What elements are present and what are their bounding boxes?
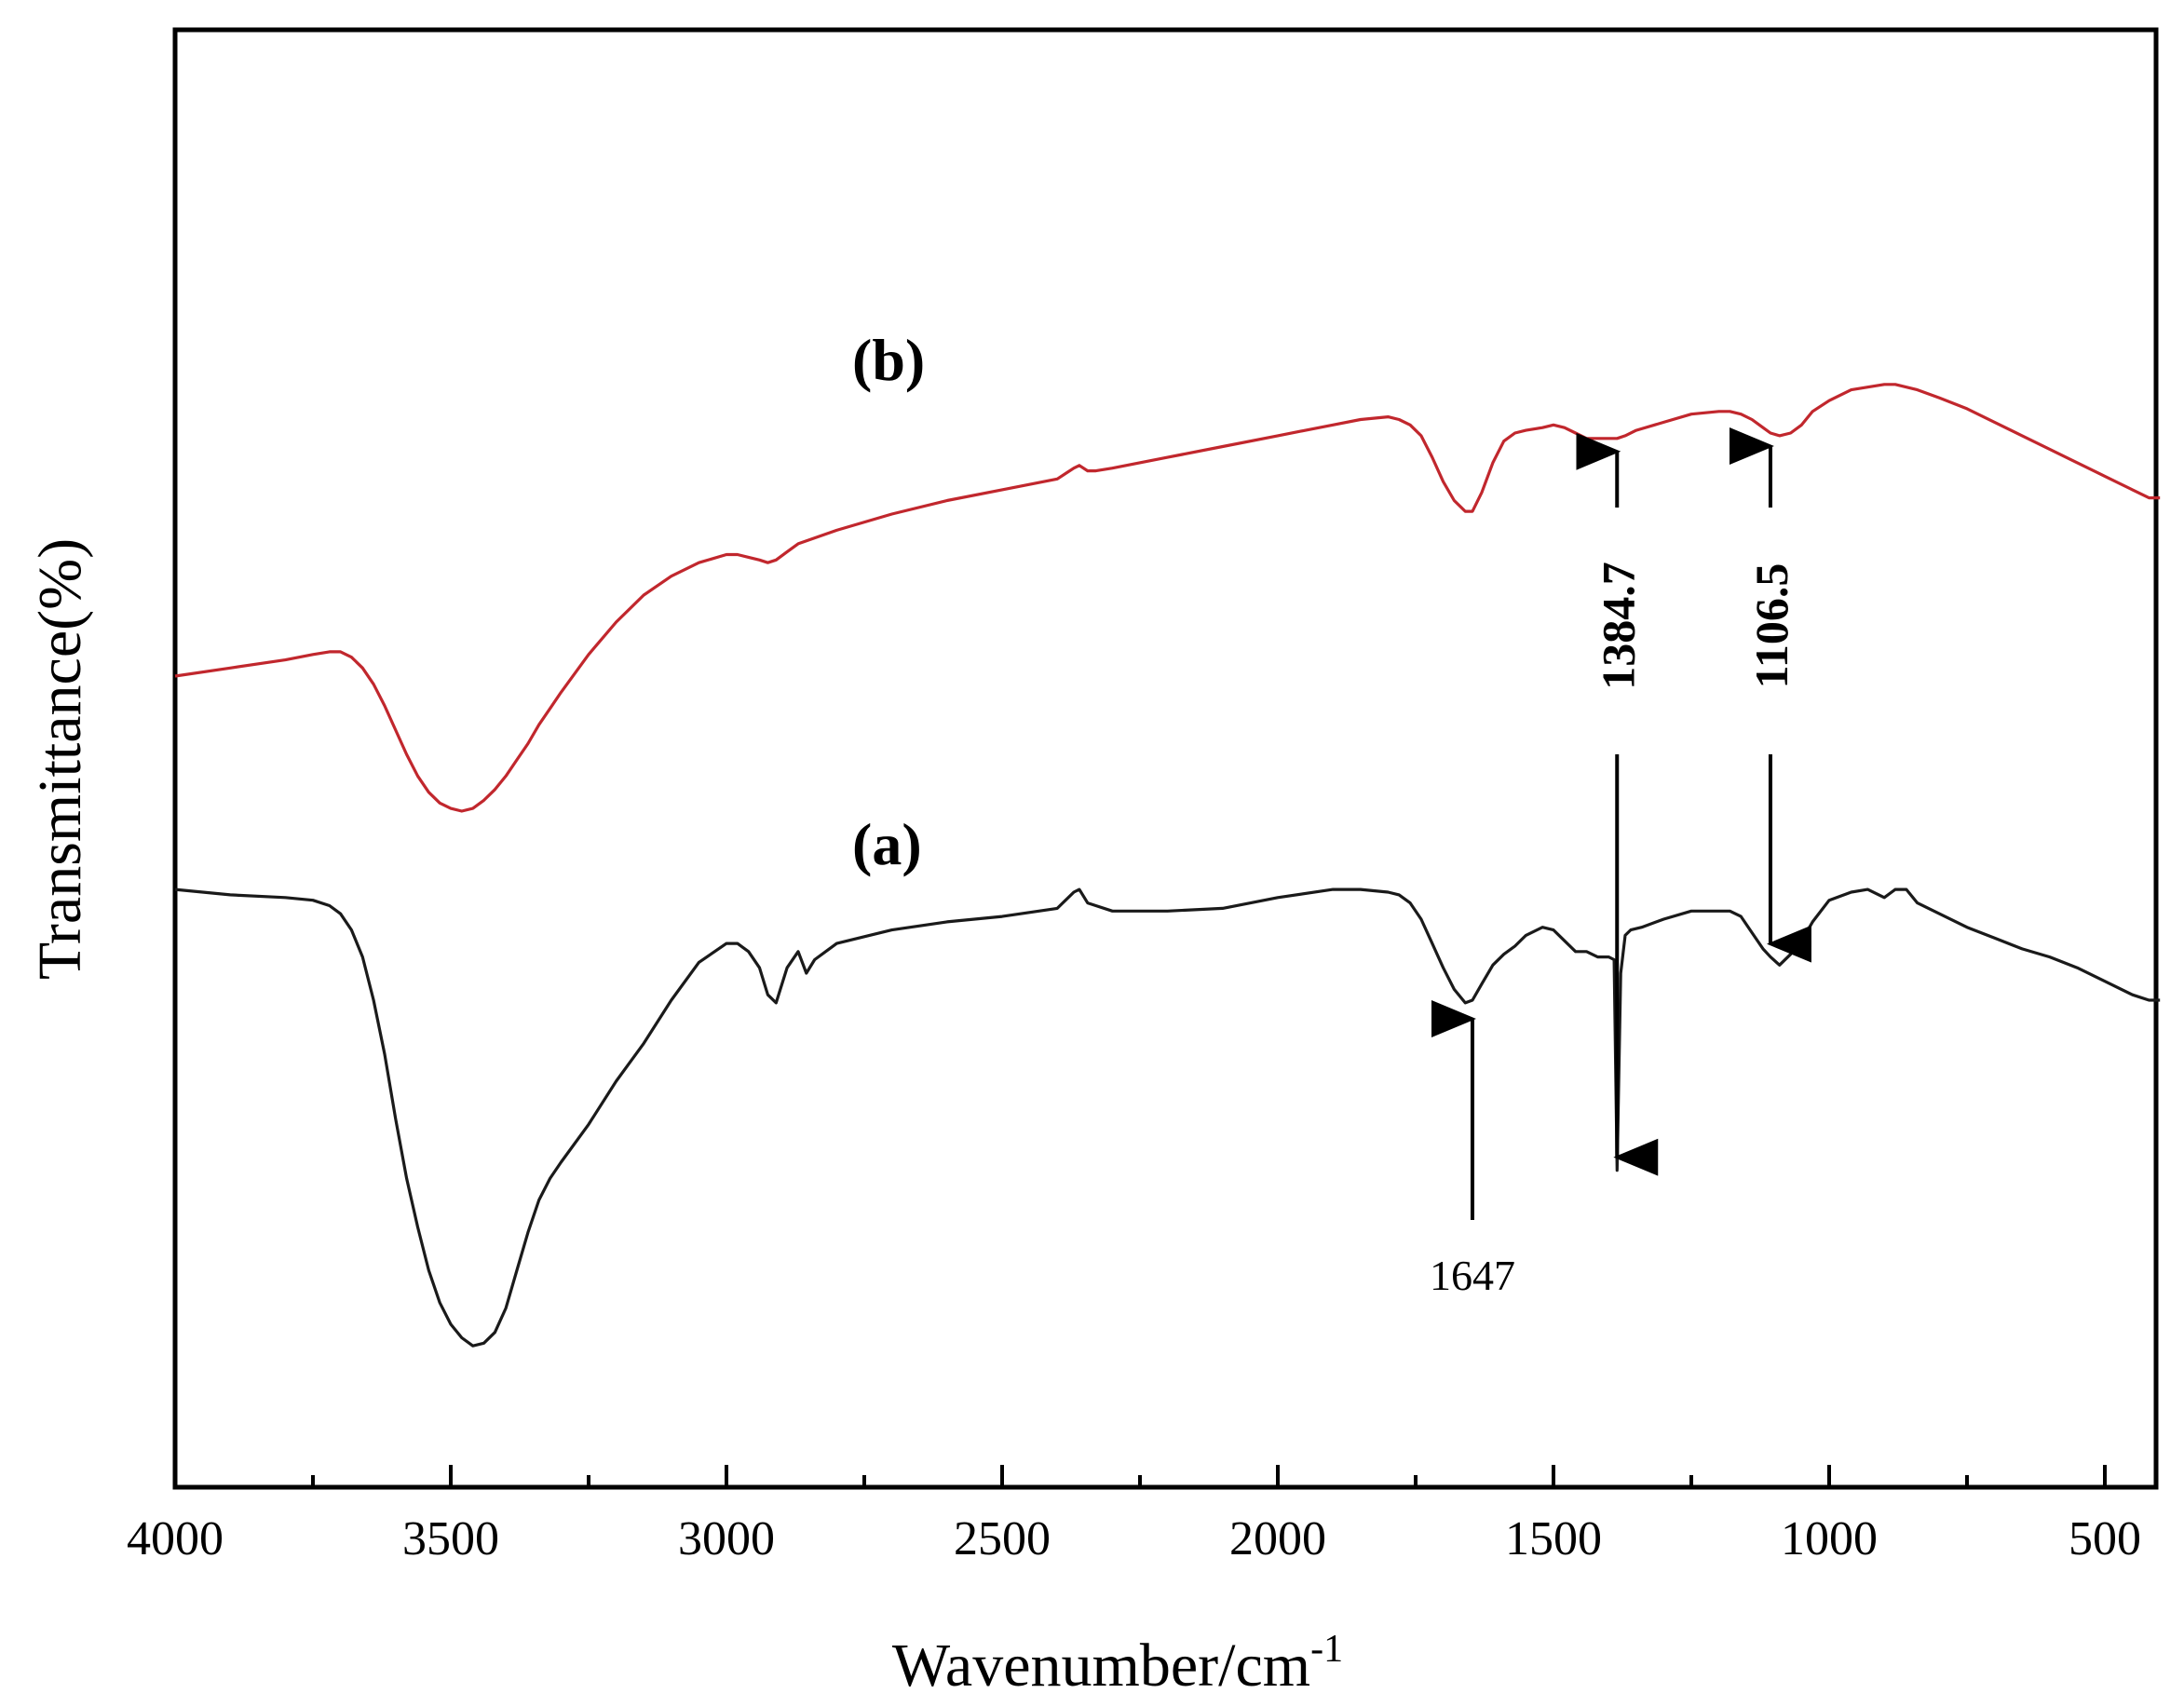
series-label-a: (a) bbox=[852, 811, 922, 877]
x-axis-tick-labels: 4000 3500 3000 2500 2000 1500 1000 500 bbox=[127, 1512, 2141, 1565]
annotation-label-1106-5: 1106.5 bbox=[1745, 563, 1797, 689]
x-tick-label-3000: 3000 bbox=[678, 1512, 775, 1565]
x-tick-label-4000: 4000 bbox=[127, 1512, 224, 1565]
annotation-label-1384-7: 1384.7 bbox=[1592, 562, 1644, 690]
series-label-b: (b) bbox=[852, 327, 925, 393]
x-tick-label-3500: 3500 bbox=[402, 1512, 499, 1565]
x-axis-title: Wavenumber/cm-1 bbox=[892, 1628, 1343, 1700]
x-axis-ticks bbox=[173, 1465, 2107, 1487]
x-axis-title-superscript: -1 bbox=[1310, 1628, 1343, 1671]
series-lines bbox=[174, 383, 2161, 1348]
peak-annotations: 1647 1384.7 1106.5 bbox=[1430, 427, 1811, 1299]
x-tick-label-1000: 1000 bbox=[1781, 1512, 1878, 1565]
plot-frame bbox=[172, 27, 2159, 1490]
series-line-b bbox=[174, 383, 2161, 813]
x-tick-label-2500: 2500 bbox=[954, 1512, 1051, 1565]
x-tick-label-500: 500 bbox=[2069, 1512, 2141, 1565]
series-line-a bbox=[174, 887, 2161, 1348]
x-tick-label-1500: 1500 bbox=[1505, 1512, 1602, 1565]
x-tick-label-2000: 2000 bbox=[1229, 1512, 1326, 1565]
x-axis-title-text: Wavenumber/cm bbox=[892, 1632, 1310, 1700]
y-axis-title: Transmittance(%) bbox=[26, 538, 94, 980]
annotation-label-1647: 1647 bbox=[1430, 1252, 1515, 1299]
